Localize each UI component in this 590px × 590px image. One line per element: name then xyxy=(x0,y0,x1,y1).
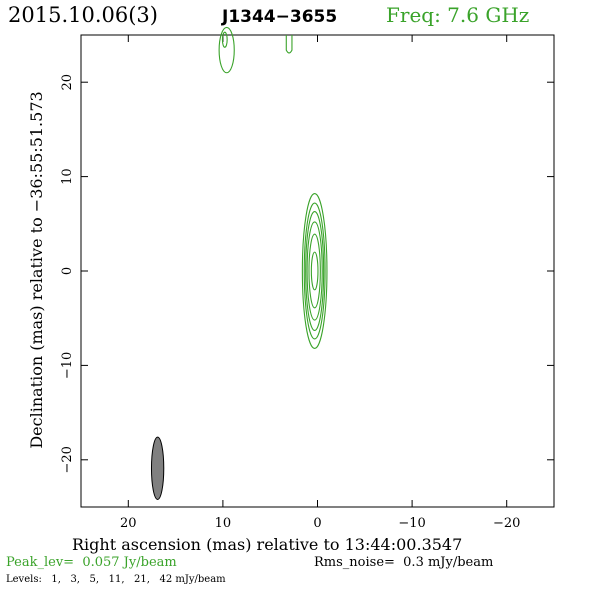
beam-ellipse xyxy=(150,436,165,500)
contour-core xyxy=(310,251,319,291)
frequency-label: Freq: 7.6 GHz xyxy=(386,3,529,27)
y-tick-label: −10 xyxy=(60,352,75,379)
y-tick-label: 0 xyxy=(60,267,75,275)
contour-core xyxy=(303,202,326,340)
source-name: J1344−3655 xyxy=(221,7,337,27)
x-tick-label: 10 xyxy=(215,516,232,531)
contour-lines xyxy=(218,26,328,349)
y-tick-label: 20 xyxy=(60,74,75,91)
y-axis-label: Declination (mas) relative to −36:55:51.… xyxy=(27,91,46,448)
contour-edge-feature xyxy=(285,35,293,54)
x-tick-label: −20 xyxy=(493,516,520,531)
x-tick-labels: 20 10 0 −10 −20 xyxy=(120,516,520,531)
y-tick-label: −20 xyxy=(60,446,75,473)
x-axis-label: Right ascension (mas) relative to 13:44:… xyxy=(72,535,462,554)
peak-level: Peak_lev= 0.057 Jy/beam xyxy=(6,555,177,570)
contour-core xyxy=(306,221,323,321)
contour-feature xyxy=(221,31,228,48)
observation-date: 2015.10.06(3) xyxy=(8,3,158,27)
beam-shape xyxy=(150,436,165,500)
x-tick-label: 20 xyxy=(120,516,137,531)
contour-feature xyxy=(218,26,235,74)
x-tick-label: 0 xyxy=(313,516,321,531)
y-tick-labels: 20 10 0 −10 −20 xyxy=(60,74,75,474)
rms-noise: Rms_noise= 0.3 mJy/beam xyxy=(314,555,493,570)
contour-levels: Levels: 1, 3, 5, 11, 21, 42 mJy/beam xyxy=(6,574,226,585)
contour-core xyxy=(305,210,325,332)
y-tick-label: 10 xyxy=(60,168,75,185)
contour-core xyxy=(308,233,321,309)
x-tick-label: −10 xyxy=(398,516,425,531)
contour-core xyxy=(301,193,328,349)
